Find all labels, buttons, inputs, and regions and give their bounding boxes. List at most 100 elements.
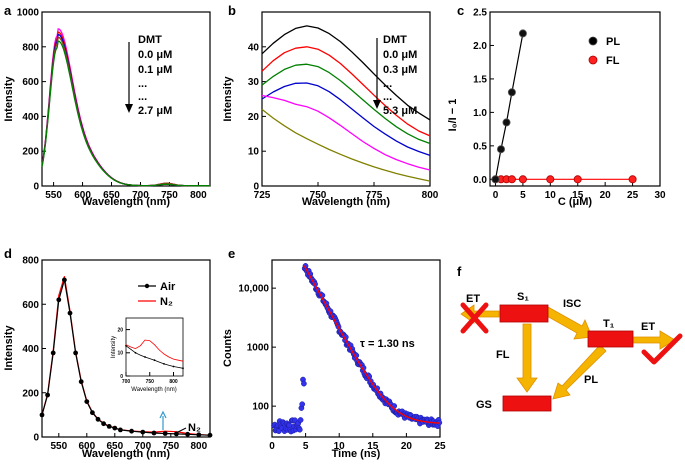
panel-e-ytick-label: 100 <box>252 402 269 413</box>
panel-e-xlabel: Time (ns) <box>332 448 381 460</box>
panel-d-air-point <box>118 427 123 433</box>
panel-c-point <box>502 118 511 127</box>
panel-b-ytick-label: 20 <box>248 112 260 123</box>
panel-e-xtick-label: 25 <box>434 441 446 452</box>
panel-a-ytick-label: 800 <box>22 42 39 53</box>
panel-c-xtick-label: 15 <box>572 190 584 201</box>
panel-b-xlabel: Wavelength (nm) <box>302 196 391 208</box>
panel-e-xtick-label: 0 <box>269 441 275 452</box>
panel-label-d: d <box>4 246 12 261</box>
panel-a-annotation-3: ... <box>138 91 147 103</box>
panel-a-ytick-label: 0 <box>33 182 39 193</box>
panel-d-inset-ytick-label: 0 <box>120 374 123 380</box>
panel-b-ytick-label: 30 <box>248 77 260 88</box>
panel-e-fit-line <box>303 265 440 424</box>
panel-d-xtick-label: 550 <box>50 441 67 452</box>
panel-d-air-point <box>62 277 67 283</box>
panel-a-ytick-label: 400 <box>22 112 39 123</box>
panel-e-ytick-label: 10,000 <box>238 284 269 295</box>
panel-d-inset-ylabel: Intensity <box>111 336 117 358</box>
panel-d-xlabel: Wavelength (nm) <box>82 448 171 460</box>
panel-d-air-point <box>129 428 135 434</box>
panel-b-xtick-label: 800 <box>422 190 439 201</box>
panel-e-data-point <box>301 380 307 387</box>
panel-b-xtick-label: 775 <box>366 190 383 201</box>
panel-d-air-point <box>45 392 50 398</box>
isc-arrow <box>544 306 593 340</box>
panel-a-annotation-4: 2.7 μM <box>138 105 172 117</box>
panel-a-arrow-head <box>125 104 133 113</box>
panel-a-xtick-label: 650 <box>103 190 120 201</box>
panel-d-xtick-label: 700 <box>134 441 151 452</box>
panel-d-ytick-label: 400 <box>22 344 39 355</box>
panel-a-annotation-2: ... <box>138 78 147 90</box>
panel-b-xtick-label: 725 <box>254 190 271 201</box>
panel-b-annotation-3: ... <box>383 91 392 103</box>
panel-b-annotation-4: 5.3 μM <box>383 105 417 117</box>
panel-e-xtick-label: 15 <box>367 441 379 452</box>
panel-a-xlabel: Wavelength (nm) <box>82 196 171 208</box>
panel-d-air-point <box>73 350 78 356</box>
panel-d-xtick-label: 600 <box>78 441 95 452</box>
panel-label-e: e <box>228 246 235 261</box>
panel-b-series-line <box>261 82 431 157</box>
panel-c-ytick-label: 0.5 <box>473 141 487 152</box>
pl-label: PL <box>584 374 598 386</box>
panel-c-series-line <box>494 33 524 180</box>
panel-b-series-line <box>261 108 431 182</box>
panel-d-air-point <box>140 429 146 435</box>
panel-d-air-point <box>95 416 101 422</box>
panel-d-inset-xtick-label: 700 <box>122 379 131 385</box>
panel-d-ytick-label: 200 <box>22 388 39 399</box>
panel-d-air-point <box>162 431 168 436</box>
panel-c-xtick-label: 25 <box>627 190 639 201</box>
panel-c-point <box>546 175 555 184</box>
panel-a-xtick-label: 800 <box>190 190 207 201</box>
panel-c-point <box>496 145 505 154</box>
t1-level <box>587 330 634 348</box>
isc-label: ISC <box>563 298 581 310</box>
panel-d-inset-xtick-label: 800 <box>169 379 178 385</box>
panel-c-xlabel: C (μM) <box>558 196 593 208</box>
panel-d-n2-annotation: N₂ <box>188 422 201 434</box>
panel-c-ytick-label: 2.0 <box>473 41 487 52</box>
panel-c-xtick-label: 30 <box>654 190 666 201</box>
panel-a-series-line <box>41 40 210 187</box>
panel-b-annotation-0: 0.0 μM <box>383 49 417 61</box>
gs-level <box>502 395 552 412</box>
panel-a-frame <box>41 11 211 187</box>
panel-c-xtick-label: 5 <box>520 190 526 201</box>
panel-c-point <box>628 175 637 184</box>
panel-e-data-point <box>299 401 306 408</box>
panel-d-legend-air: Air <box>160 281 176 293</box>
panel-c-ytick-label: 1.5 <box>473 74 487 85</box>
panel-d-inset-point <box>134 351 137 354</box>
panel-d-ytick-label: 800 <box>22 256 39 267</box>
panel-d-inset-ytick-label: 10 <box>117 351 123 357</box>
panel-e-xtick-label: 5 <box>303 441 309 452</box>
panel-d-air-point <box>39 412 45 418</box>
panel-b-ytick-label: 0 <box>253 182 259 193</box>
panel-d-n2-pointer <box>173 427 187 435</box>
panel-c-point <box>491 175 500 184</box>
fl-label: FL <box>496 349 510 361</box>
panel-d-inset-point <box>144 356 146 358</box>
panel-e-ylabel: Counts <box>222 329 234 367</box>
panel-e-frame <box>271 259 441 438</box>
panel-c-ytick-label: 1.0 <box>473 108 487 119</box>
panel-a-xtick-label: 550 <box>45 190 62 201</box>
panel-f-diagram: S₁ T₁ GS ISC FL PL ET ET <box>460 291 683 412</box>
et-left-label: ET <box>466 293 480 305</box>
panel-b-annotation-2: ... <box>383 78 392 90</box>
panel-b-annotation-1: 0.3 μM <box>383 64 417 76</box>
panel-d-air-point <box>50 350 56 356</box>
panel-c-frame <box>489 11 661 187</box>
panel-a-xtick-label: 750 <box>161 190 178 201</box>
panel-d-inset-line <box>125 339 184 362</box>
panel-label-b: b <box>228 3 236 18</box>
panel-d-inset-frame <box>125 317 184 377</box>
panel-d-air-point <box>106 424 112 429</box>
panel-a-ylabel: Intensity <box>3 76 15 122</box>
panel-a-series-line <box>41 36 210 187</box>
